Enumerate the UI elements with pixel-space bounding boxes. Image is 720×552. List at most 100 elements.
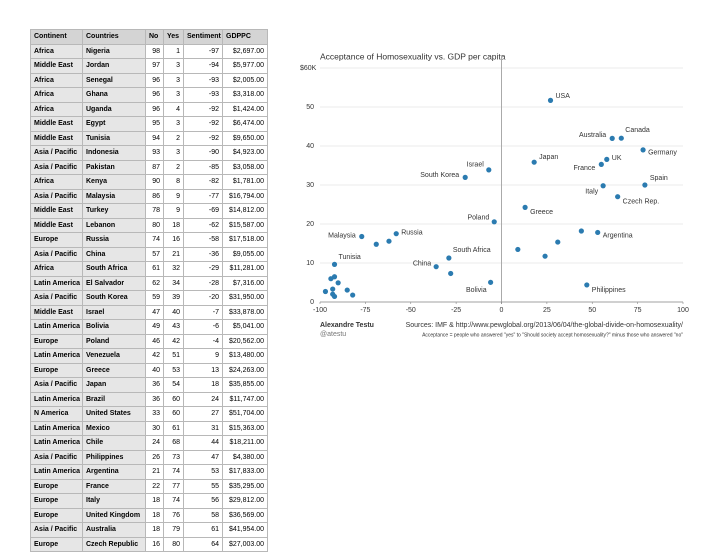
table-cell: $18,211.00	[222, 435, 268, 451]
table-cell: 79	[163, 522, 184, 538]
point	[350, 292, 356, 298]
table-cell: 94	[145, 130, 164, 146]
table-cell: -85	[183, 159, 223, 175]
table-cell: -69	[183, 203, 223, 219]
table-cell: 90	[145, 174, 164, 190]
table-cell: Latin America	[30, 435, 83, 451]
table-cell: Africa	[30, 174, 83, 190]
table-cell: 18	[145, 522, 164, 538]
table-row: Latin America Mexico 30 61 31 $15,363.00	[30, 420, 268, 436]
table-cell: $24,263.00	[222, 362, 268, 378]
table-cell: 98	[145, 43, 164, 59]
y-tick-label: 10	[306, 260, 314, 267]
table-cell: China	[82, 246, 146, 262]
table-cell: Europe	[30, 333, 83, 349]
table-cell: 77	[163, 478, 184, 494]
column-header: Sentiment	[183, 29, 223, 45]
table-cell: $6,474.00	[222, 116, 268, 132]
point-label: Czech Rep.	[623, 199, 660, 206]
point	[515, 246, 521, 253]
table-row: Middle East Turkey 78 9 -69 $14,812.00	[30, 203, 268, 219]
table-cell: Pakistan	[82, 159, 146, 175]
table-cell: -20	[183, 290, 223, 306]
table-cell: 42	[145, 348, 164, 364]
point-label: Japan	[539, 154, 558, 161]
table-cell: -93	[183, 72, 223, 88]
table-cell: 53	[183, 464, 223, 480]
table-cell: Bolivia	[82, 319, 146, 335]
table-cell: Europe	[30, 478, 83, 494]
table-cell: Jordan	[82, 58, 146, 74]
table-cell: 47	[183, 449, 223, 465]
point-label: Bolivia	[466, 287, 487, 294]
point-label: Argentina	[603, 232, 633, 239]
table-row: Europe France 22 77 55 $35,295.00	[30, 478, 268, 494]
point	[615, 194, 621, 200]
point-label: UK	[612, 155, 622, 162]
table-cell: $29,812.00	[222, 493, 268, 509]
table-cell: 2	[163, 159, 184, 175]
table-cell: $17,833.00	[222, 464, 268, 480]
table-row: Asia / Pacific Australia 18 79 61 $41,954.00	[30, 522, 268, 538]
table-row: Europe Poland 46 42 -4 $20,562.00	[30, 333, 268, 349]
table-row: Middle East Israel 47 40 -7 $33,878.00	[30, 304, 268, 320]
table-cell: -82	[183, 174, 223, 190]
table-cell: -92	[183, 130, 223, 146]
author: Alexandre Testu	[320, 322, 374, 329]
table-cell: N America	[30, 406, 83, 422]
table-cell: Middle East	[30, 304, 83, 320]
point	[344, 287, 350, 293]
table-cell: Europe	[30, 507, 83, 523]
table-cell: Kenya	[82, 174, 146, 190]
table-cell: 24	[183, 391, 223, 407]
table-cell: Africa	[30, 43, 83, 59]
table-cell: $15,587.00	[222, 217, 268, 233]
point-label: Russia	[401, 230, 423, 237]
x-tick-label: -100	[313, 307, 327, 314]
table-cell: -58	[183, 232, 223, 248]
table-cell: 27	[183, 406, 223, 422]
table-cell: -28	[183, 275, 223, 291]
point	[448, 270, 454, 277]
table-cell: Ghana	[82, 87, 146, 103]
table-cell: Egypt	[82, 116, 146, 132]
point	[446, 255, 452, 261]
table-row: N America United States 33 60 27 $51,704.00	[30, 406, 268, 422]
table-cell: Latin America	[30, 391, 83, 407]
table-cell: -29	[183, 261, 223, 277]
table-cell: $9,055.00	[222, 246, 268, 262]
table-cell: South Africa	[82, 261, 146, 277]
table-cell: $1,424.00	[222, 101, 268, 117]
table-cell: Africa	[30, 72, 83, 88]
table-cell: Middle East	[30, 116, 83, 132]
table-cell: 42	[163, 333, 184, 349]
table-cell: -62	[183, 217, 223, 233]
table-cell: 68	[163, 435, 184, 451]
table-cell: 53	[163, 362, 184, 378]
point	[595, 229, 601, 236]
table-cell: 1	[163, 43, 184, 59]
point-label: Philippines	[592, 287, 626, 294]
table-row: Latin America Argentina 21 74 53 $17,833.00	[30, 464, 268, 480]
table-cell: Australia	[82, 522, 146, 538]
table-cell: $41,954.00	[222, 522, 268, 538]
table-cell: 96	[145, 87, 164, 103]
table-cell: $13,480.00	[222, 348, 268, 364]
table-cell: Lebanon	[82, 217, 146, 233]
point	[584, 282, 590, 288]
table-cell: 96	[145, 101, 164, 117]
table-cell: 3	[163, 116, 184, 132]
table-cell: United Kingdom	[82, 507, 146, 523]
table-cell: 9	[163, 188, 184, 204]
table-cell: $2,697.00	[222, 43, 268, 59]
table-cell: $5,977.00	[222, 58, 268, 74]
point-label: Israel	[467, 162, 485, 169]
table-cell: 60	[163, 391, 184, 407]
table-cell: Venezuela	[82, 348, 146, 364]
table-cell: 34	[163, 275, 184, 291]
x-tick-label: -75	[360, 307, 370, 314]
table-cell: 21	[145, 464, 164, 480]
point	[331, 261, 338, 267]
table-row: Africa Nigeria 98 1 -97 $2,697.00	[30, 43, 268, 59]
table-row: Asia / Pacific Philippines 26 73 47 $4,380.00	[30, 449, 268, 465]
